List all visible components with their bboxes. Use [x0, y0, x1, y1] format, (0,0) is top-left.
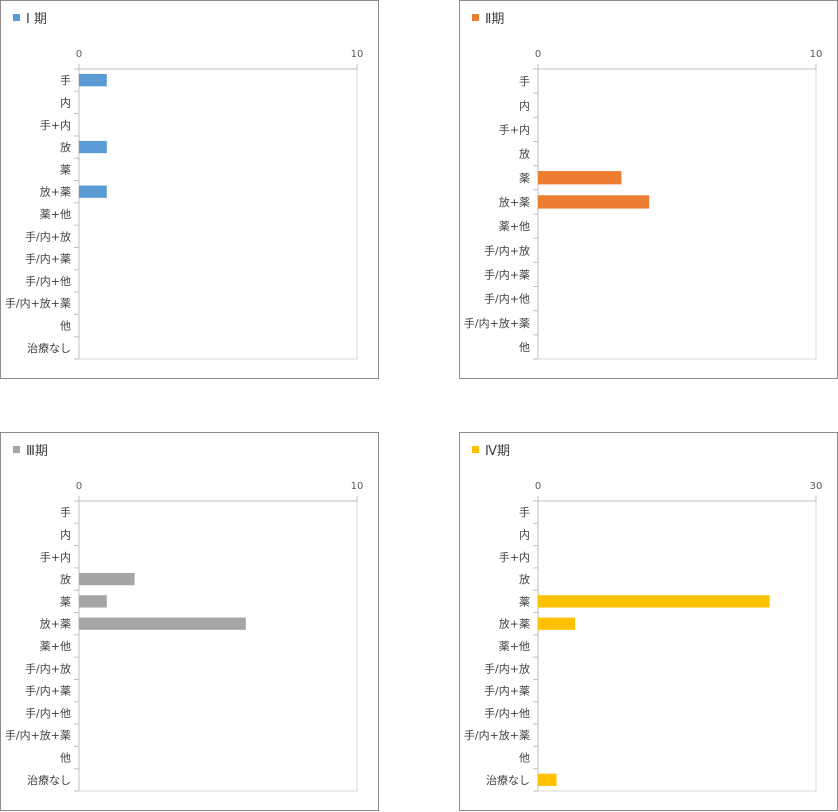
category-label: 手/内+放+薬	[464, 728, 530, 742]
category-label: 他	[519, 752, 530, 765]
category-label: 手/内+他	[484, 292, 530, 306]
bar-chart: 0 10 手内手+内放薬放+薬薬+他手/内+放手/内+薬手/内+他手/内+放+薬他治…	[5, 49, 364, 360]
category-label: 手/内+放+薬	[5, 296, 71, 310]
plot-area	[78, 500, 358, 792]
category-label: 手/内+放+薬	[5, 728, 71, 742]
legend: Ⅲ期	[13, 440, 48, 459]
legend-swatch	[472, 14, 479, 21]
category-label: 手+内	[499, 122, 530, 136]
category-label: 手/内+放	[25, 661, 71, 675]
category-label: 手/内+薬	[25, 684, 71, 698]
category-label: 内	[519, 527, 530, 541]
category-label: 薬	[519, 172, 530, 185]
category-label: 手/内+他	[25, 706, 71, 720]
category-label: 薬+他	[499, 640, 530, 653]
category-label: 薬+他	[499, 220, 530, 233]
category-label: 手	[519, 505, 530, 519]
value-axis-tick-label: 10	[351, 49, 364, 60]
category-label: 手/内+他	[484, 706, 530, 720]
legend-swatch	[472, 446, 479, 453]
chart-panel-stage-1: I 期 0 10 手内手+内放薬放+薬薬+他手/内+放手/内+薬手/内+他手/内+放…	[0, 0, 379, 379]
category-label: 放+薬	[499, 617, 530, 631]
category-label: 内	[60, 95, 71, 109]
legend-label: Ⅳ期	[485, 444, 510, 459]
category-label: 内	[60, 527, 71, 541]
legend-label: Ⅲ期	[26, 444, 48, 459]
category-label: 放+薬	[499, 195, 530, 209]
bar	[538, 171, 622, 185]
legend-label: I 期	[26, 12, 47, 27]
category-label: 手/内+放+薬	[464, 316, 530, 330]
category-label: 他	[60, 752, 71, 765]
category-label: 治療なし	[27, 773, 71, 787]
value-axis-tick-label: 0	[535, 49, 541, 60]
legend-label: Ⅱ期	[485, 12, 505, 27]
category-label: 手	[519, 74, 530, 88]
category-label: 放+薬	[40, 185, 71, 199]
legend-swatch	[13, 446, 20, 453]
value-axis-tick-label: 10	[810, 49, 823, 60]
category-label: 治療なし	[27, 341, 71, 355]
bar-chart: 0 30 手内手+内放薬放+薬薬+他手/内+放手/内+薬手/内+他手/内+放+薬他治…	[464, 481, 823, 792]
category-label: 手+内	[499, 550, 530, 564]
category-label: 手+内	[40, 118, 71, 132]
legend-swatch	[13, 14, 20, 21]
category-label: 手/内+放	[484, 243, 530, 257]
value-axis-tick-label: 0	[76, 481, 82, 492]
chart-panel-stage-4: Ⅳ期 0 30 手内手+内放薬放+薬薬+他手/内+放手/内+薬手/内+他手/内+放+…	[459, 432, 838, 811]
legend: Ⅱ期	[472, 8, 504, 27]
category-label: 放	[519, 147, 530, 161]
category-label: 薬	[60, 163, 71, 176]
bar	[79, 185, 107, 198]
bar	[79, 617, 246, 630]
value-axis-tick-label: 0	[76, 49, 82, 60]
legend: I 期	[13, 8, 47, 27]
chart-panel-stage-2: Ⅱ期 0 10 手内手+内放薬放+薬薬+他手/内+放手/内+薬手/内+他手/内+放+…	[459, 0, 838, 379]
bar	[538, 595, 770, 608]
category-label: 手	[60, 73, 71, 87]
bar	[538, 617, 576, 630]
plot-area	[537, 68, 817, 360]
bar	[79, 140, 107, 154]
category-label: 手+内	[40, 550, 71, 564]
plot-area	[78, 68, 358, 360]
category-label: 薬+他	[40, 208, 71, 221]
bar	[79, 74, 107, 87]
category-label: 放	[60, 572, 71, 586]
value-axis-tick-label: 30	[810, 481, 823, 492]
legend: Ⅳ期	[472, 440, 510, 459]
bar	[538, 195, 650, 209]
bar-chart: 0 10 手内手+内放薬放+薬薬+他手/内+放手/内+薬手/内+他手/内+放+薬他治…	[5, 481, 364, 792]
category-label: 他	[60, 320, 71, 333]
bar	[538, 773, 557, 786]
category-label: 治療なし	[486, 773, 530, 787]
category-label: 手/内+放	[484, 661, 530, 675]
plot-area	[537, 500, 817, 792]
value-axis-tick-label: 0	[535, 481, 541, 492]
value-axis-tick-label: 10	[351, 481, 364, 492]
category-label: 薬	[60, 595, 71, 608]
category-label: 放	[519, 572, 530, 586]
category-label: 手/内+薬	[25, 252, 71, 266]
category-label: 手	[60, 505, 71, 519]
chart-panel-stage-3: Ⅲ期 0 10 手内手+内放薬放+薬薬+他手/内+放手/内+薬手/内+他手/内+放+…	[0, 432, 379, 811]
category-label: 内	[519, 98, 530, 112]
category-label: 手/内+薬	[484, 684, 530, 698]
category-label: 他	[519, 341, 530, 354]
bar	[79, 572, 135, 586]
category-label: 放	[60, 140, 71, 154]
category-label: 手/内+放	[25, 229, 71, 243]
bar	[79, 595, 107, 608]
category-label: 手/内+薬	[484, 267, 530, 281]
category-label: 薬	[519, 595, 530, 608]
category-label: 放+薬	[40, 617, 71, 631]
category-label: 手/内+他	[25, 274, 71, 288]
category-label: 薬+他	[40, 640, 71, 653]
